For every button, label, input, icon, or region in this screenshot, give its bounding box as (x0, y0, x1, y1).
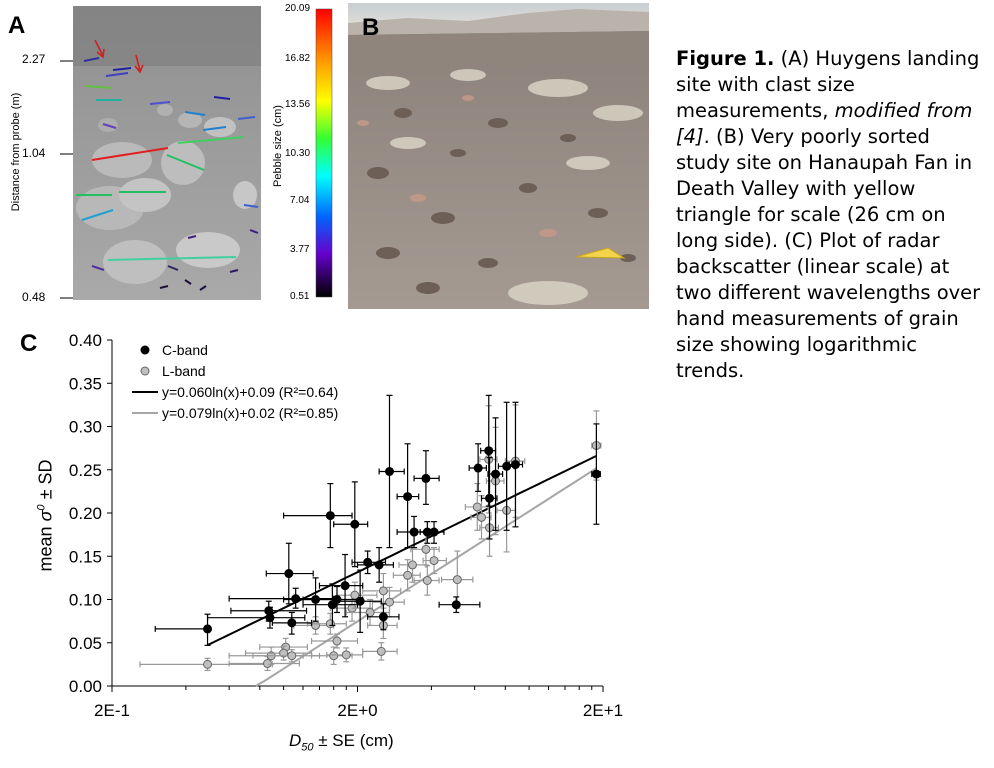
c-band-point (203, 624, 213, 634)
x-axis-label-rest: ± SE (cm) (313, 731, 394, 750)
l-band-point (311, 620, 321, 630)
l-band-point (384, 597, 394, 607)
l-band-point (452, 575, 462, 585)
l-band-point (203, 659, 213, 669)
panel-b-letter: B (362, 14, 380, 41)
y-axis-label-post: ± SD (35, 459, 56, 505)
l-band-point (376, 646, 386, 656)
y-axis-label-pre: mean (35, 521, 56, 572)
l-band-point (287, 651, 297, 661)
x-axis-label-italic: D (289, 731, 302, 750)
yellow-scale-triangle (575, 247, 626, 259)
c-band-point (340, 581, 350, 591)
l-band-point (477, 512, 487, 522)
legend-l-band-marker (140, 366, 150, 376)
panel-a-ytick-top: 2.27 (22, 52, 46, 66)
colorbar-tick: 13.56 (285, 99, 311, 110)
x-axis-label-sub: 50 (301, 741, 314, 754)
panel-c-letter: C (20, 330, 38, 357)
y-tick-label: 0.15 (69, 547, 102, 566)
y-tick-label: 0.05 (69, 634, 102, 653)
c-band-point (403, 492, 413, 502)
c-band-point (291, 594, 301, 604)
legend-c-fit-label: y=0.060ln(x)+0.09 (R²=0.64) (162, 384, 338, 400)
legend-c-band-marker (140, 345, 150, 355)
legend-l-band-label: L-band (162, 363, 206, 379)
x-tick-label: 2E+0 (337, 701, 377, 720)
x-axis-label: D50 ± SE (cm) (289, 731, 394, 753)
y-tick-label: 0.10 (69, 591, 102, 610)
colorbar-tick: 7.04 (290, 195, 310, 206)
panel-a-figure (60, 6, 333, 300)
c-band-point (484, 446, 494, 456)
colorbar-tick: 10.30 (285, 148, 311, 159)
l-band-point (429, 556, 439, 566)
l-band-point (421, 544, 431, 554)
l-band-point (332, 636, 342, 646)
c-band-point (510, 460, 520, 470)
c-band-point (287, 618, 297, 628)
caption-italic-source: modified from [4] (676, 99, 973, 148)
panel-a-ytick-mid: 1.04 (22, 146, 46, 160)
caption-figure-label: Figure 1. (676, 47, 775, 70)
figure-caption: Figure 1. (A) Huygens landing site with … (676, 46, 988, 384)
colorbar-tick: 16.82 (285, 53, 311, 64)
y-tick-label: 0.20 (69, 504, 102, 523)
c-band-point (451, 600, 461, 610)
l-band-point (325, 619, 335, 629)
x-tick-label: 2E-1 (94, 701, 130, 720)
c-band-point (421, 473, 431, 483)
c-band-trendline (207, 455, 597, 647)
y-tick-label: 0.00 (69, 677, 102, 696)
c-band-point (491, 469, 501, 479)
l-band-point (341, 650, 351, 660)
y-tick-label: 0.40 (69, 331, 102, 350)
legend-l-fit-label: y=0.079ln(x)+0.02 (R²=0.85) (162, 405, 338, 421)
c-band-point (284, 569, 294, 579)
c-band-point (374, 560, 384, 570)
colorbar-tick: 3.77 (290, 244, 310, 255)
y-axis-label-sigma: σ (35, 510, 56, 522)
panel-a-y-axis-label: Distance from probe (m) (10, 92, 22, 212)
panel-c-chart: 0.00 0.05 0.10 0.15 0.20 0.25 0.30 0.35 0.40 2E-1… (69, 331, 623, 720)
c-band-point (355, 596, 365, 606)
c-band-point (384, 466, 394, 476)
panel-b-photo (348, 3, 649, 309)
y-axis-label: mean σ0 ± SD (36, 446, 57, 586)
c-band-point (591, 469, 601, 479)
l-band-point (407, 560, 417, 570)
l-band-point (329, 651, 339, 661)
legend-c-band-label: C-band (162, 342, 208, 358)
l-band-point (263, 659, 273, 669)
huygens-image (73, 6, 261, 300)
colorbar (316, 9, 332, 297)
c-band-point (485, 493, 495, 503)
colorbar-tick: 0.51 (290, 291, 310, 302)
c-band-point (350, 519, 360, 529)
y-tick-label: 0.35 (69, 374, 102, 393)
panel-a-letter: A (8, 12, 26, 39)
colorbar-tick: 20.09 (285, 3, 311, 14)
l-band-point (422, 575, 432, 585)
caption-text-2: . (B) Very poorly sorted study site on H… (676, 125, 981, 382)
y-axis-label-sup: 0 (35, 504, 48, 511)
l-band-point (472, 502, 482, 512)
y-tick-label: 0.30 (69, 418, 102, 437)
c-band-point (325, 511, 335, 521)
c-band-point (265, 613, 275, 623)
c-band-point (502, 461, 512, 471)
c-band-point (473, 463, 483, 473)
colorbar-label: Pebble size (cm) (272, 105, 284, 187)
l-band-point (378, 586, 388, 596)
c-band-point (429, 527, 439, 537)
l-band-point (403, 570, 413, 580)
caption-text-1: (A) Huygens landing site with clast size… (676, 47, 980, 122)
y-tick-label: 0.25 (69, 461, 102, 480)
x-tick-label: 2E+1 (583, 701, 623, 720)
c-band-point (378, 612, 388, 622)
panel-a-ytick-bottom: 0.48 (22, 290, 46, 304)
